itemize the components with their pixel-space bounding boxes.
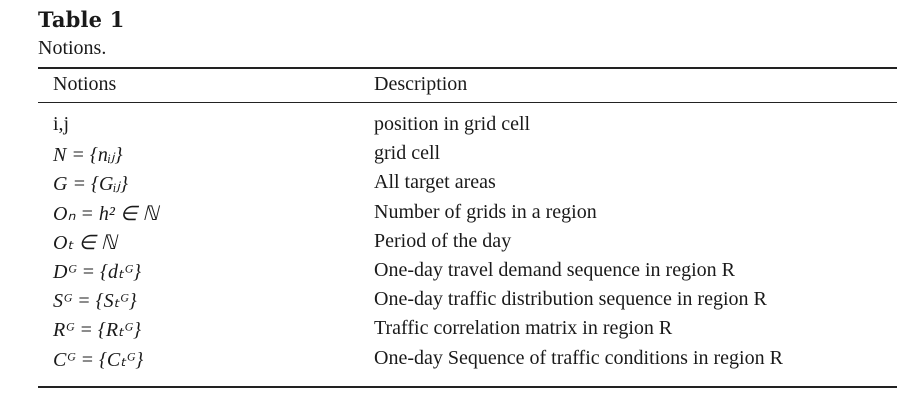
- description-cell: All target areas: [374, 171, 496, 194]
- table-subtitle: Notions.: [38, 37, 107, 59]
- notion-cell: Sᴳ = {Sₜᴳ}: [53, 290, 137, 313]
- description-cell: Number of grids in a region: [374, 200, 597, 223]
- table-row: Dᴳ = {dₜᴳ} One-day travel demand sequenc…: [0, 259, 919, 288]
- table-row: i,j position in grid cell: [0, 113, 919, 142]
- table-row: Rᴳ = {Rₜᴳ} Traffic correlation matrix in…: [0, 317, 919, 346]
- table-row: Sᴳ = {Sₜᴳ} One-day traffic distribution …: [0, 288, 919, 317]
- table-row: N = {nᵢⱼ} grid cell: [0, 142, 919, 171]
- description-cell: grid cell: [374, 142, 441, 165]
- header-rule: [38, 102, 897, 103]
- table-row: Oₙ = h² ∈ ℕ Number of grids in a region: [0, 201, 919, 230]
- table-body: i,j position in grid cell N = {nᵢⱼ} grid…: [0, 113, 919, 376]
- table-row: Cᴳ = {Cₜᴳ} One-day Sequence of traffic c…: [0, 347, 919, 376]
- notion-cell: Rᴳ = {Rₜᴳ}: [53, 319, 142, 342]
- description-cell: One-day traffic distribution sequence in…: [374, 288, 767, 311]
- notion-cell: i,j: [53, 113, 70, 135]
- description-cell: position in grid cell: [374, 113, 531, 135]
- column-header-notions: Notions: [53, 73, 117, 95]
- table-title: Table 1: [38, 7, 125, 32]
- description-cell: One-day Sequence of traffic conditions i…: [374, 346, 783, 369]
- top-rule: [38, 67, 897, 69]
- notion-cell: G = {Gᵢⱼ}: [53, 173, 129, 196]
- table-row: Oₜ ∈ ℕ Period of the day: [0, 230, 919, 259]
- notion-cell: Oₜ ∈ ℕ: [53, 231, 117, 254]
- description-cell: Traffic correlation matrix in region R: [374, 317, 673, 340]
- notion-cell: N = {nᵢⱼ}: [53, 144, 123, 167]
- notion-cell: Oₙ = h² ∈ ℕ: [53, 202, 159, 225]
- description-cell: Period of the day: [374, 229, 512, 252]
- notion-cell: Dᴳ = {dₜᴳ}: [53, 260, 142, 283]
- description-cell: One-day travel demand sequence in region…: [374, 258, 735, 281]
- table-row: G = {Gᵢⱼ} All target areas: [0, 171, 919, 200]
- notion-cell: Cᴳ = {Cₜᴳ}: [53, 348, 144, 371]
- bottom-rule: [38, 386, 897, 388]
- column-header-description: Description: [374, 73, 468, 95]
